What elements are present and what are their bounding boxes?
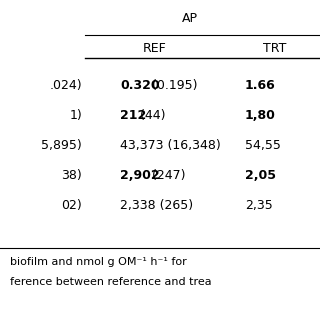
Text: (0.195): (0.195) (148, 78, 197, 92)
Text: 1,80: 1,80 (245, 108, 276, 122)
Text: 2,338 (265): 2,338 (265) (120, 198, 193, 212)
Text: 54,55: 54,55 (245, 139, 281, 151)
Text: 2,05: 2,05 (245, 169, 276, 181)
Text: 212: 212 (120, 108, 146, 122)
Text: ference between reference and trea: ference between reference and trea (10, 277, 212, 287)
Text: AP: AP (182, 12, 198, 25)
Text: REF: REF (143, 42, 167, 54)
Text: 1): 1) (69, 108, 82, 122)
Text: 38): 38) (61, 169, 82, 181)
Text: biofilm and nmol g OM⁻¹ h⁻¹ for: biofilm and nmol g OM⁻¹ h⁻¹ for (10, 257, 187, 267)
Text: 43,373 (16,348): 43,373 (16,348) (120, 139, 221, 151)
Text: TRT: TRT (263, 42, 287, 54)
Text: 5,895): 5,895) (41, 139, 82, 151)
Text: 0.320: 0.320 (120, 78, 160, 92)
Text: 2,902: 2,902 (120, 169, 160, 181)
Text: 1.66: 1.66 (245, 78, 276, 92)
Text: 2,35: 2,35 (245, 198, 273, 212)
Text: (247): (247) (148, 169, 185, 181)
Text: 02): 02) (61, 198, 82, 212)
Text: .024): .024) (49, 78, 82, 92)
Text: (44): (44) (137, 108, 166, 122)
